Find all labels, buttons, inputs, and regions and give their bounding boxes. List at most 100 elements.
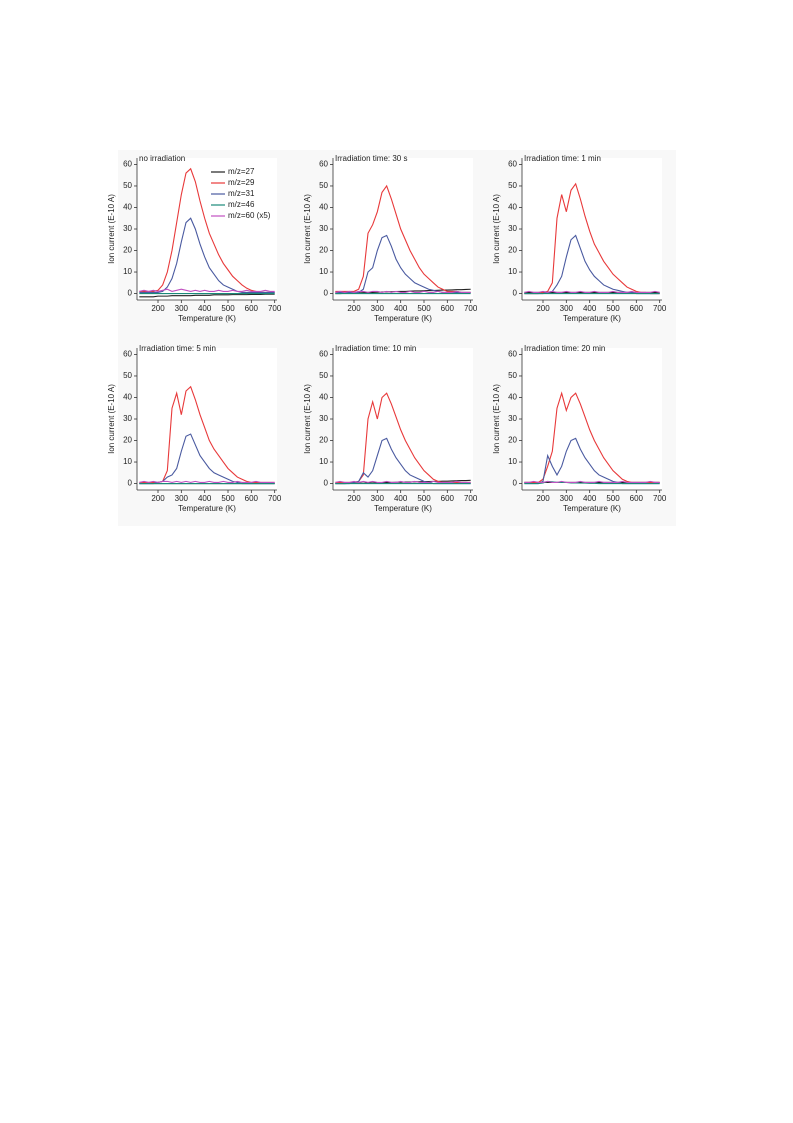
x-tick-label: 200 — [347, 494, 361, 503]
data-line — [335, 480, 471, 484]
x-tick-label: 400 — [394, 494, 408, 503]
y-tick-label: 50 — [508, 371, 517, 380]
x-axis-title: Temperature (K) — [374, 504, 432, 513]
y-tick-label: 40 — [319, 203, 328, 212]
y-tick-label: 40 — [508, 203, 517, 212]
panel-title: Irradiation time: 5 min — [139, 344, 216, 353]
y-axis-title: Ion current (E-10 A) — [492, 194, 501, 264]
x-tick-label: 400 — [198, 494, 212, 503]
y-tick-label: 50 — [319, 181, 328, 190]
y-tick-label: 10 — [123, 457, 132, 466]
data-line — [335, 184, 471, 294]
y-tick-label: 10 — [123, 267, 132, 276]
x-tick-label: 500 — [417, 304, 431, 313]
data-line — [524, 182, 660, 295]
panel: 0 10 20 30 40 50 60 200 300 400 500 600 700 Temperatu… — [107, 154, 282, 323]
y-tick-label: 30 — [508, 224, 517, 233]
panel-title: Irradiation time: 1 min — [524, 154, 601, 163]
y-axis-title: Ion current (E-10 A) — [107, 194, 116, 264]
y-tick-label: 50 — [508, 181, 517, 190]
data-line — [524, 480, 660, 484]
plot-area — [333, 348, 473, 490]
data-line — [139, 288, 275, 292]
y-tick-label: 0 — [513, 479, 518, 488]
data-line — [139, 480, 275, 484]
y-tick-label: 10 — [508, 457, 517, 466]
y-axis-title: Ion current (E-10 A) — [107, 384, 116, 454]
x-tick-label: 400 — [583, 304, 597, 313]
x-tick-label: 500 — [417, 494, 431, 503]
y-tick-label: 40 — [123, 203, 132, 212]
x-tick-label: 400 — [583, 494, 597, 503]
y-tick-label: 60 — [123, 350, 132, 359]
x-tick-label: 700 — [268, 494, 282, 503]
y-tick-label: 40 — [123, 393, 132, 402]
x-tick-label: 300 — [371, 494, 385, 503]
x-tick-label: 600 — [630, 494, 644, 503]
y-axis-title: Ion current (E-10 A) — [303, 194, 312, 264]
panel-title: no irradiation — [139, 154, 185, 163]
x-axis-title: Temperature (K) — [563, 504, 621, 513]
x-tick-label: 300 — [175, 494, 189, 503]
y-tick-label: 20 — [508, 246, 517, 255]
x-axis-title: Temperature (K) — [374, 314, 432, 323]
y-tick-label: 50 — [319, 371, 328, 380]
legend-label: m/z=29 — [228, 178, 255, 187]
x-tick-label: 700 — [653, 304, 667, 313]
y-tick-label: 60 — [508, 160, 517, 169]
y-tick-label: 20 — [319, 246, 328, 255]
x-tick-label: 700 — [268, 304, 282, 313]
y-tick-label: 50 — [123, 181, 132, 190]
panel: 0 10 20 30 40 50 60 200 300 400 500 600 700 Temperatu… — [492, 154, 667, 323]
y-tick-label: 50 — [123, 371, 132, 380]
panel: 0 10 20 30 40 50 60 200 300 400 500 600 700 Temperatu… — [303, 154, 478, 323]
x-tick-label: 200 — [536, 304, 550, 313]
x-tick-label: 400 — [394, 304, 408, 313]
y-tick-label: 60 — [319, 350, 328, 359]
data-line — [335, 290, 471, 294]
x-tick-label: 700 — [464, 304, 478, 313]
x-tick-label: 300 — [175, 304, 189, 313]
y-tick-label: 30 — [319, 224, 328, 233]
x-tick-label: 200 — [536, 494, 550, 503]
x-tick-label: 200 — [347, 304, 361, 313]
x-tick-label: 600 — [630, 304, 644, 313]
x-tick-label: 300 — [560, 494, 574, 503]
data-line — [139, 217, 275, 294]
panel-title: Irradiation time: 20 min — [524, 344, 605, 353]
x-tick-label: 400 — [198, 304, 212, 313]
y-tick-label: 40 — [319, 393, 328, 402]
x-tick-label: 200 — [151, 304, 165, 313]
x-tick-label: 500 — [606, 494, 620, 503]
y-tick-label: 30 — [123, 224, 132, 233]
legend-label: m/z=46 — [228, 200, 255, 209]
panel-title: Irradiation time: 30 s — [335, 154, 407, 163]
x-tick-label: 200 — [151, 494, 165, 503]
y-axis-title: Ion current (E-10 A) — [303, 384, 312, 454]
panel: 0 10 20 30 40 50 60 200 300 400 500 600 700 Temperatu… — [107, 344, 282, 513]
y-tick-label: 0 — [324, 289, 329, 298]
x-tick-label: 600 — [441, 304, 455, 313]
y-tick-label: 10 — [319, 267, 328, 276]
y-tick-label: 60 — [319, 160, 328, 169]
x-axis-title: Temperature (K) — [178, 504, 236, 513]
y-tick-label: 30 — [123, 414, 132, 423]
y-tick-label: 20 — [123, 436, 132, 445]
plot-area — [137, 158, 277, 300]
y-tick-label: 30 — [319, 414, 328, 423]
x-tick-label: 500 — [221, 494, 235, 503]
data-line — [139, 167, 275, 294]
y-tick-label: 0 — [324, 479, 329, 488]
legend-label: m/z=60 (x5) — [228, 211, 271, 220]
y-tick-label: 10 — [319, 457, 328, 466]
y-tick-label: 20 — [123, 246, 132, 255]
panel: 0 10 20 30 40 50 60 200 300 400 500 600 700 Temperatu… — [303, 344, 478, 513]
x-tick-label: 600 — [245, 304, 259, 313]
x-tick-label: 300 — [560, 304, 574, 313]
plot-area — [333, 158, 473, 300]
y-tick-label: 0 — [128, 289, 133, 298]
y-tick-label: 40 — [508, 393, 517, 402]
y-tick-label: 10 — [508, 267, 517, 276]
